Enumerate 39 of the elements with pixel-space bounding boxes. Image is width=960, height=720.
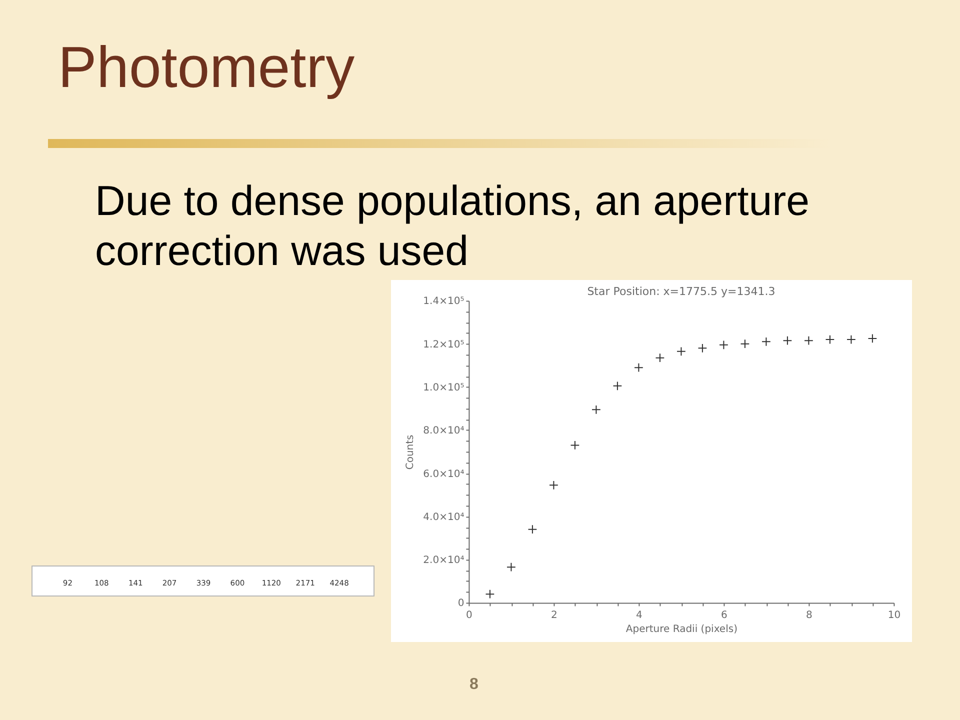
point: [804, 336, 814, 346]
y-tick-label: 0: [458, 598, 464, 610]
y-tick-label: 2.0×10⁴: [423, 555, 464, 566]
point: [676, 346, 686, 356]
point: [740, 339, 750, 349]
point: [762, 337, 771, 346]
point: [846, 334, 856, 344]
y-tick-label: 4.0×10⁴: [423, 512, 464, 523]
x-tick-label: 0: [466, 610, 472, 622]
x-tick-label: 6: [721, 610, 728, 622]
point: [719, 340, 728, 350]
y-tick-label: 1.0×10⁵: [423, 382, 464, 394]
y-tick-label: 1.2×10⁵: [423, 339, 464, 350]
x-tick-label: 2: [551, 610, 558, 622]
point: [698, 343, 708, 353]
y-tick-label: 1.4×10⁵: [423, 296, 464, 308]
point: [782, 336, 792, 346]
point: [868, 334, 878, 344]
point: [528, 524, 538, 534]
point: [655, 353, 665, 363]
point: [825, 334, 835, 344]
point: [634, 362, 644, 372]
text: 8: [470, 676, 479, 693]
point: [592, 404, 601, 414]
x-tick-label: 10: [888, 610, 901, 622]
chart-title: Photometry: [58, 35, 355, 100]
chart-subtitle: Due to dense populations, an aperture correction was used: [95, 177, 810, 274]
x-tick-label: 4: [636, 610, 642, 622]
x-tick-label: 8: [806, 610, 812, 622]
point: [549, 480, 558, 490]
y-tick-label: 8.0×10⁴: [423, 426, 464, 437]
y-tick-label: 6.0×10⁴: [423, 468, 464, 480]
text: Star Position: x=1775.5 y=1341.3: [587, 285, 776, 298]
point: [612, 381, 622, 391]
x-axis-title: Aperture Radii (pixels): [626, 624, 738, 636]
y-axis-title: Counts: [405, 434, 416, 470]
point: [570, 440, 580, 450]
point: [506, 562, 516, 572]
point: [485, 589, 495, 599]
